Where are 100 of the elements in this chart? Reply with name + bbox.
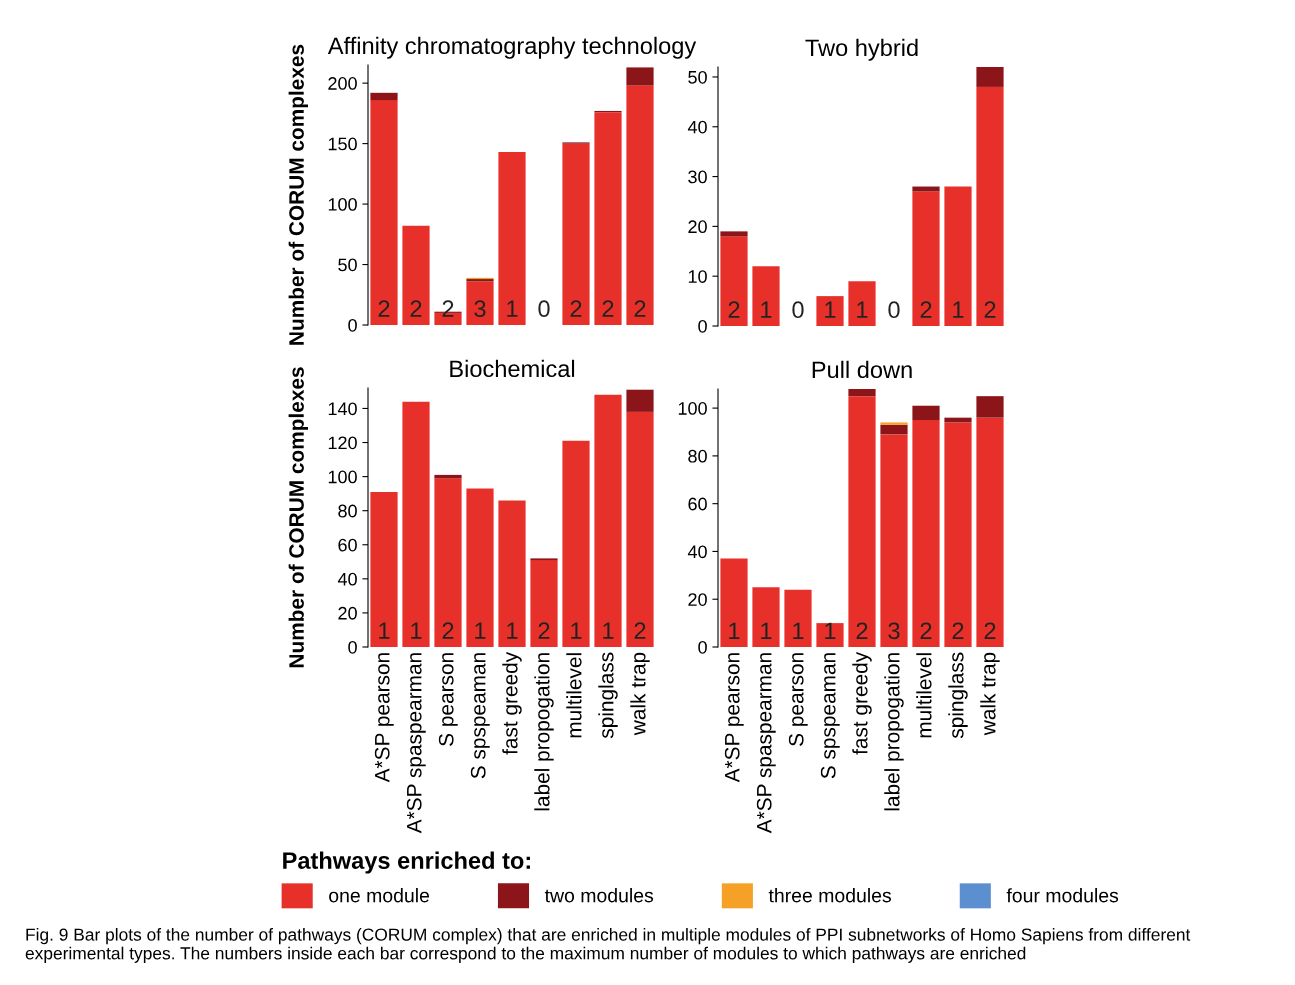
- bar: [912, 191, 940, 326]
- bar: [912, 405, 940, 421]
- bar: [498, 500, 526, 647]
- annotation: 1: [953, 301, 964, 318]
- annotation: 0: [888, 301, 900, 319]
- annotation: 1: [507, 300, 518, 317]
- annotation: 1: [761, 301, 772, 318]
- bar: [976, 417, 1004, 647]
- bar: [816, 623, 844, 647]
- x-tick-label: label propogation: [884, 653, 904, 811]
- chart-title: Pull down: [812, 360, 912, 379]
- x-tick-label: multilevel: [566, 653, 582, 738]
- bar: [848, 389, 876, 397]
- bar: [720, 231, 748, 237]
- bar: [434, 478, 462, 647]
- bar: [466, 281, 494, 325]
- annotation: 1: [825, 301, 836, 318]
- bar: [626, 411, 654, 647]
- annotation: 3: [474, 300, 486, 318]
- bar: [466, 488, 494, 647]
- annotation: 2: [984, 622, 996, 639]
- annotation: 0: [538, 300, 550, 318]
- bar: [912, 186, 940, 192]
- annotation: 1: [603, 622, 614, 639]
- x-tick-label: A*SP pearson: [724, 653, 744, 783]
- bar: [434, 474, 462, 479]
- bar: [816, 296, 844, 326]
- bar: [370, 92, 398, 101]
- legend-title: Pathways enriched to:: [283, 851, 530, 874]
- bar: [880, 424, 908, 435]
- bar: [594, 112, 622, 325]
- bar: [530, 560, 558, 647]
- annotation: 1: [857, 301, 868, 318]
- chart-title: Biochemical: [450, 359, 575, 378]
- bar: [498, 152, 526, 325]
- x-tick-label: S pearson: [438, 653, 458, 746]
- legend-label: three modules: [768, 888, 891, 903]
- y-tick-label: 80: [688, 449, 707, 463]
- annotation: 1: [825, 622, 836, 639]
- y-tick-label: 50: [338, 258, 357, 272]
- bar: [944, 186, 972, 326]
- annotation: 2: [442, 622, 454, 639]
- y-tick-label: 100: [328, 198, 357, 211]
- y-tick-label: 140: [328, 402, 357, 416]
- x-tick-label: S pearson: [788, 653, 808, 746]
- x-tick-label: spinglass: [948, 652, 968, 739]
- annotation: 2: [952, 622, 964, 639]
- y-tick-label: 80: [338, 504, 357, 518]
- bar: [880, 434, 908, 647]
- annotation: 2: [602, 300, 614, 317]
- caption: Fig. 9 Bar plots of the number of pathways (CORUM complex) that are enriched in multiple modules of PPI subnetworks of Homo Sapiens from different experimental types. The numbers inside each bar correspond to the maximum number of modules to which pathways are enriched: [25, 928, 1191, 963]
- bar: [370, 100, 398, 325]
- bar: [720, 236, 748, 326]
- bar: [402, 225, 430, 325]
- x-tick-label: A*SP spaspearman: [756, 653, 776, 834]
- annotation: 2: [728, 301, 740, 318]
- y-tick-label: 0: [698, 319, 707, 333]
- legend-label: four modules: [1006, 888, 1119, 903]
- y-tick-label: 200: [328, 77, 357, 90]
- x-tick-label: label propogation: [534, 653, 554, 811]
- x-tick-label: walk trap: [980, 652, 1000, 736]
- annotation: 1: [411, 622, 422, 639]
- annotation: 2: [538, 622, 550, 639]
- y-tick-label: 60: [338, 538, 357, 552]
- y-tick-label: 20: [688, 220, 707, 234]
- annotation: 2: [410, 300, 422, 317]
- bar: [784, 589, 812, 647]
- annotation: 2: [920, 622, 932, 639]
- annotation: 1: [475, 622, 486, 639]
- y-tick-label: 40: [687, 545, 707, 559]
- x-tick-label: S spspeaman: [470, 653, 490, 779]
- chart-title: Affinity chromatography technology: [327, 36, 697, 59]
- y-tick-label: 120: [328, 436, 357, 450]
- y-tick-label: 50: [688, 70, 707, 84]
- annotation: 0: [792, 301, 804, 319]
- bar: [912, 420, 940, 647]
- bar: [880, 422, 908, 425]
- annotation: 2: [378, 300, 390, 317]
- y-axis-title: Number of CORUM complexes: [288, 44, 309, 345]
- annotation: 2: [634, 622, 646, 639]
- bar: [370, 491, 398, 647]
- bar: [562, 143, 590, 325]
- y-tick-label: 0: [348, 640, 357, 654]
- bar: [848, 281, 876, 326]
- y-tick-label: 0: [348, 318, 357, 332]
- y-tick-label: 10: [688, 270, 707, 283]
- bar: [976, 86, 1004, 326]
- x-tick-label: fast greedy: [502, 651, 522, 755]
- annotation: 2: [856, 622, 868, 639]
- x-tick-label: A*SP pearson: [374, 653, 394, 783]
- annotation: 1: [729, 622, 740, 639]
- bar: [626, 85, 654, 325]
- bar: [752, 266, 780, 326]
- bar: [752, 587, 780, 647]
- x-tick-label: fast greedy: [852, 651, 872, 755]
- bar: [944, 422, 972, 647]
- annotation: 2: [984, 301, 996, 318]
- bar: [720, 558, 748, 647]
- annotation: 3: [888, 622, 900, 640]
- annotation: 1: [793, 622, 804, 639]
